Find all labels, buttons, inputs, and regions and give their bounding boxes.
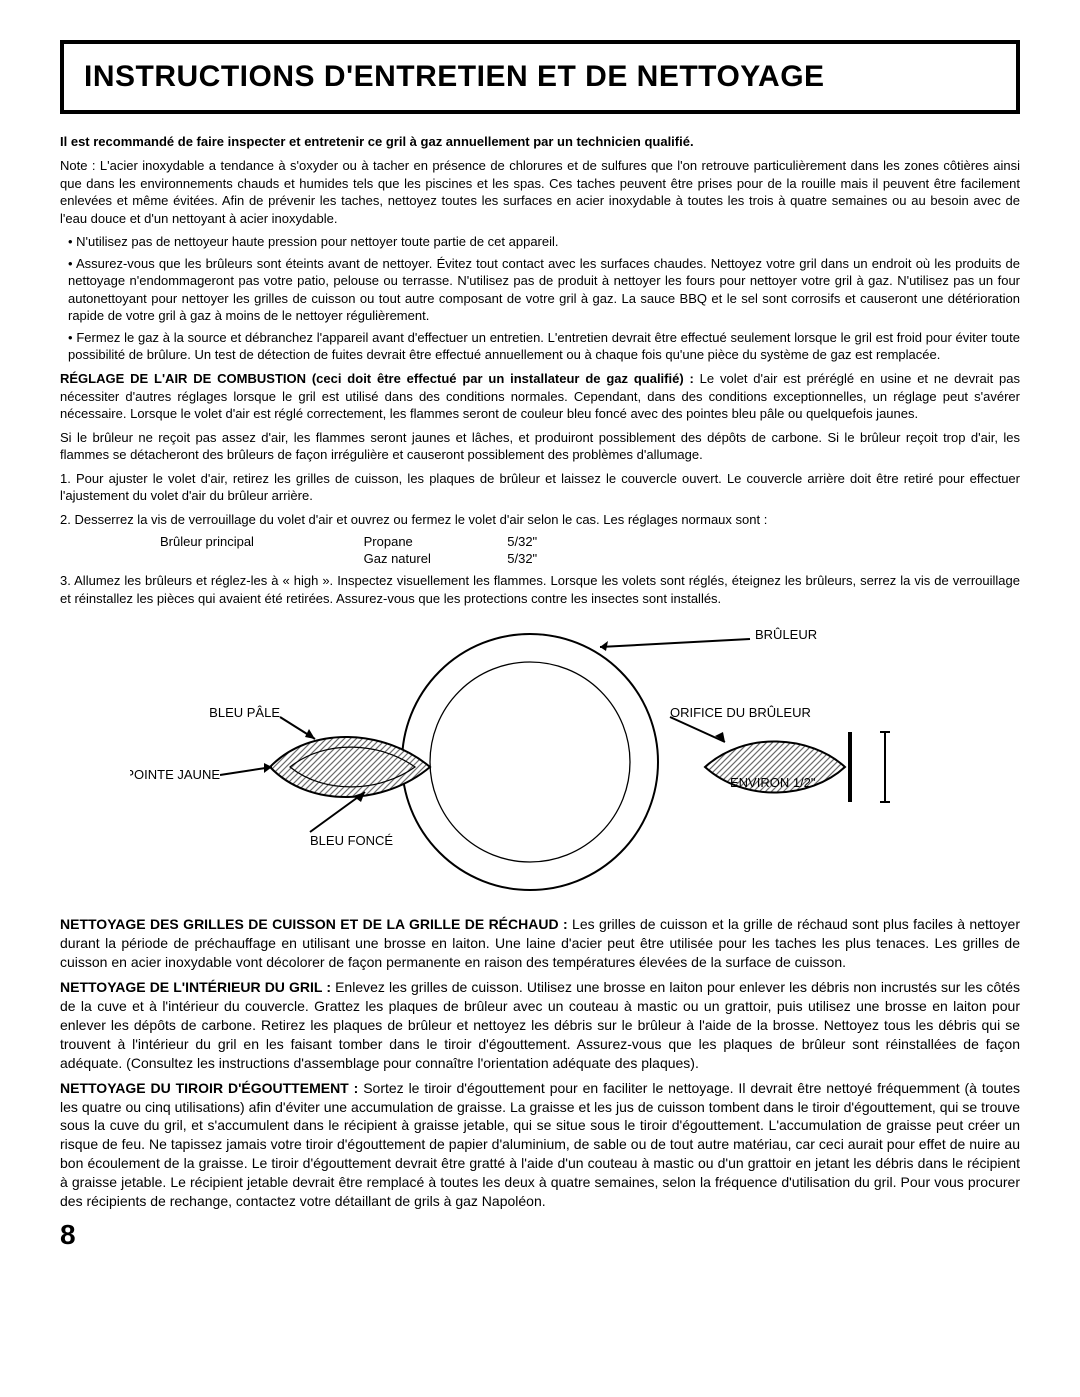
bullet-2: • Assurez-vous que les brûleurs sont éte…	[68, 255, 1020, 325]
step-2: 2. Desserrez la vis de verrouillage du v…	[60, 511, 1020, 529]
label-bleu-fonce: BLEU FONCÉ	[310, 833, 393, 848]
table-r2c2: Gaz naturel	[364, 551, 504, 566]
step-3: 3. Allumez les brûleurs et réglez-les à …	[60, 572, 1020, 607]
label-pointe-jaune: POINTE JAUNE	[130, 767, 220, 782]
document-page: INSTRUCTIONS D'ENTRETIEN ET DE NETTOYAGE…	[0, 0, 1080, 1291]
section-interieur-bold: NETTOYAGE DE L'INTÉRIEUR DU GRIL :	[60, 979, 331, 995]
section-grilles: NETTOYAGE DES GRILLES DE CUISSON ET DE L…	[60, 915, 1020, 972]
air-paragraph: Si le brûleur ne reçoit pas assez d'air,…	[60, 429, 1020, 464]
label-environ: ENVIRON 1/2"	[730, 775, 816, 790]
intro-bold: Il est recommandé de faire inspecter et …	[60, 134, 1020, 149]
table-r1c3: 5/32"	[507, 534, 587, 549]
section-interieur: NETTOYAGE DE L'INTÉRIEUR DU GRIL : Enlev…	[60, 978, 1020, 1072]
table-r2c3: 5/32"	[507, 551, 587, 566]
flame-left-icon	[270, 737, 430, 797]
burner-diagram: BRÛLEUR ORIFICE DU BRÛLEUR ENVIRON 1/2" …	[60, 617, 1020, 897]
step-1: 1. Pour ajuster le volet d'air, retirez …	[60, 470, 1020, 505]
table-r1c2: Propane	[364, 534, 504, 549]
page-number: 8	[60, 1219, 1020, 1251]
label-bruleur: BRÛLEUR	[755, 627, 817, 642]
table-row-1: Brûleur principal Propane 5/32"	[160, 534, 1020, 549]
bullet-3: • Fermez le gaz à la source et débranche…	[68, 329, 1020, 364]
label-orifice: ORIFICE DU BRÛLEUR	[670, 705, 811, 720]
section-tiroir-rest: Sortez le tiroir d'égouttement pour en f…	[60, 1080, 1020, 1209]
section-grilles-bold: NETTOYAGE DES GRILLES DE CUISSON ET DE L…	[60, 916, 568, 932]
section-tiroir-bold: NETTOYAGE DU TIROIR D'ÉGOUTTEMENT :	[60, 1080, 358, 1096]
section-tiroir: NETTOYAGE DU TIROIR D'ÉGOUTTEMENT : Sort…	[60, 1079, 1020, 1211]
reglage-bold: RÉGLAGE DE L'AIR DE COMBUSTION (ceci doi…	[60, 371, 694, 386]
table-r1c1: Brûleur principal	[160, 534, 360, 549]
page-title: INSTRUCTIONS D'ENTRETIEN ET DE NETTOYAGE	[84, 60, 996, 94]
label-bleu-pale: BLEU PÂLE	[209, 705, 280, 720]
title-box: INSTRUCTIONS D'ENTRETIEN ET DE NETTOYAGE	[60, 40, 1020, 114]
bullet-1: • N'utilisez pas de nettoyeur haute pres…	[68, 233, 1020, 251]
table-row-2: Gaz naturel 5/32"	[160, 551, 1020, 566]
note-paragraph: Note : L'acier inoxydable a tendance à s…	[60, 157, 1020, 227]
reglage-paragraph: RÉGLAGE DE L'AIR DE COMBUSTION (ceci doi…	[60, 370, 1020, 423]
